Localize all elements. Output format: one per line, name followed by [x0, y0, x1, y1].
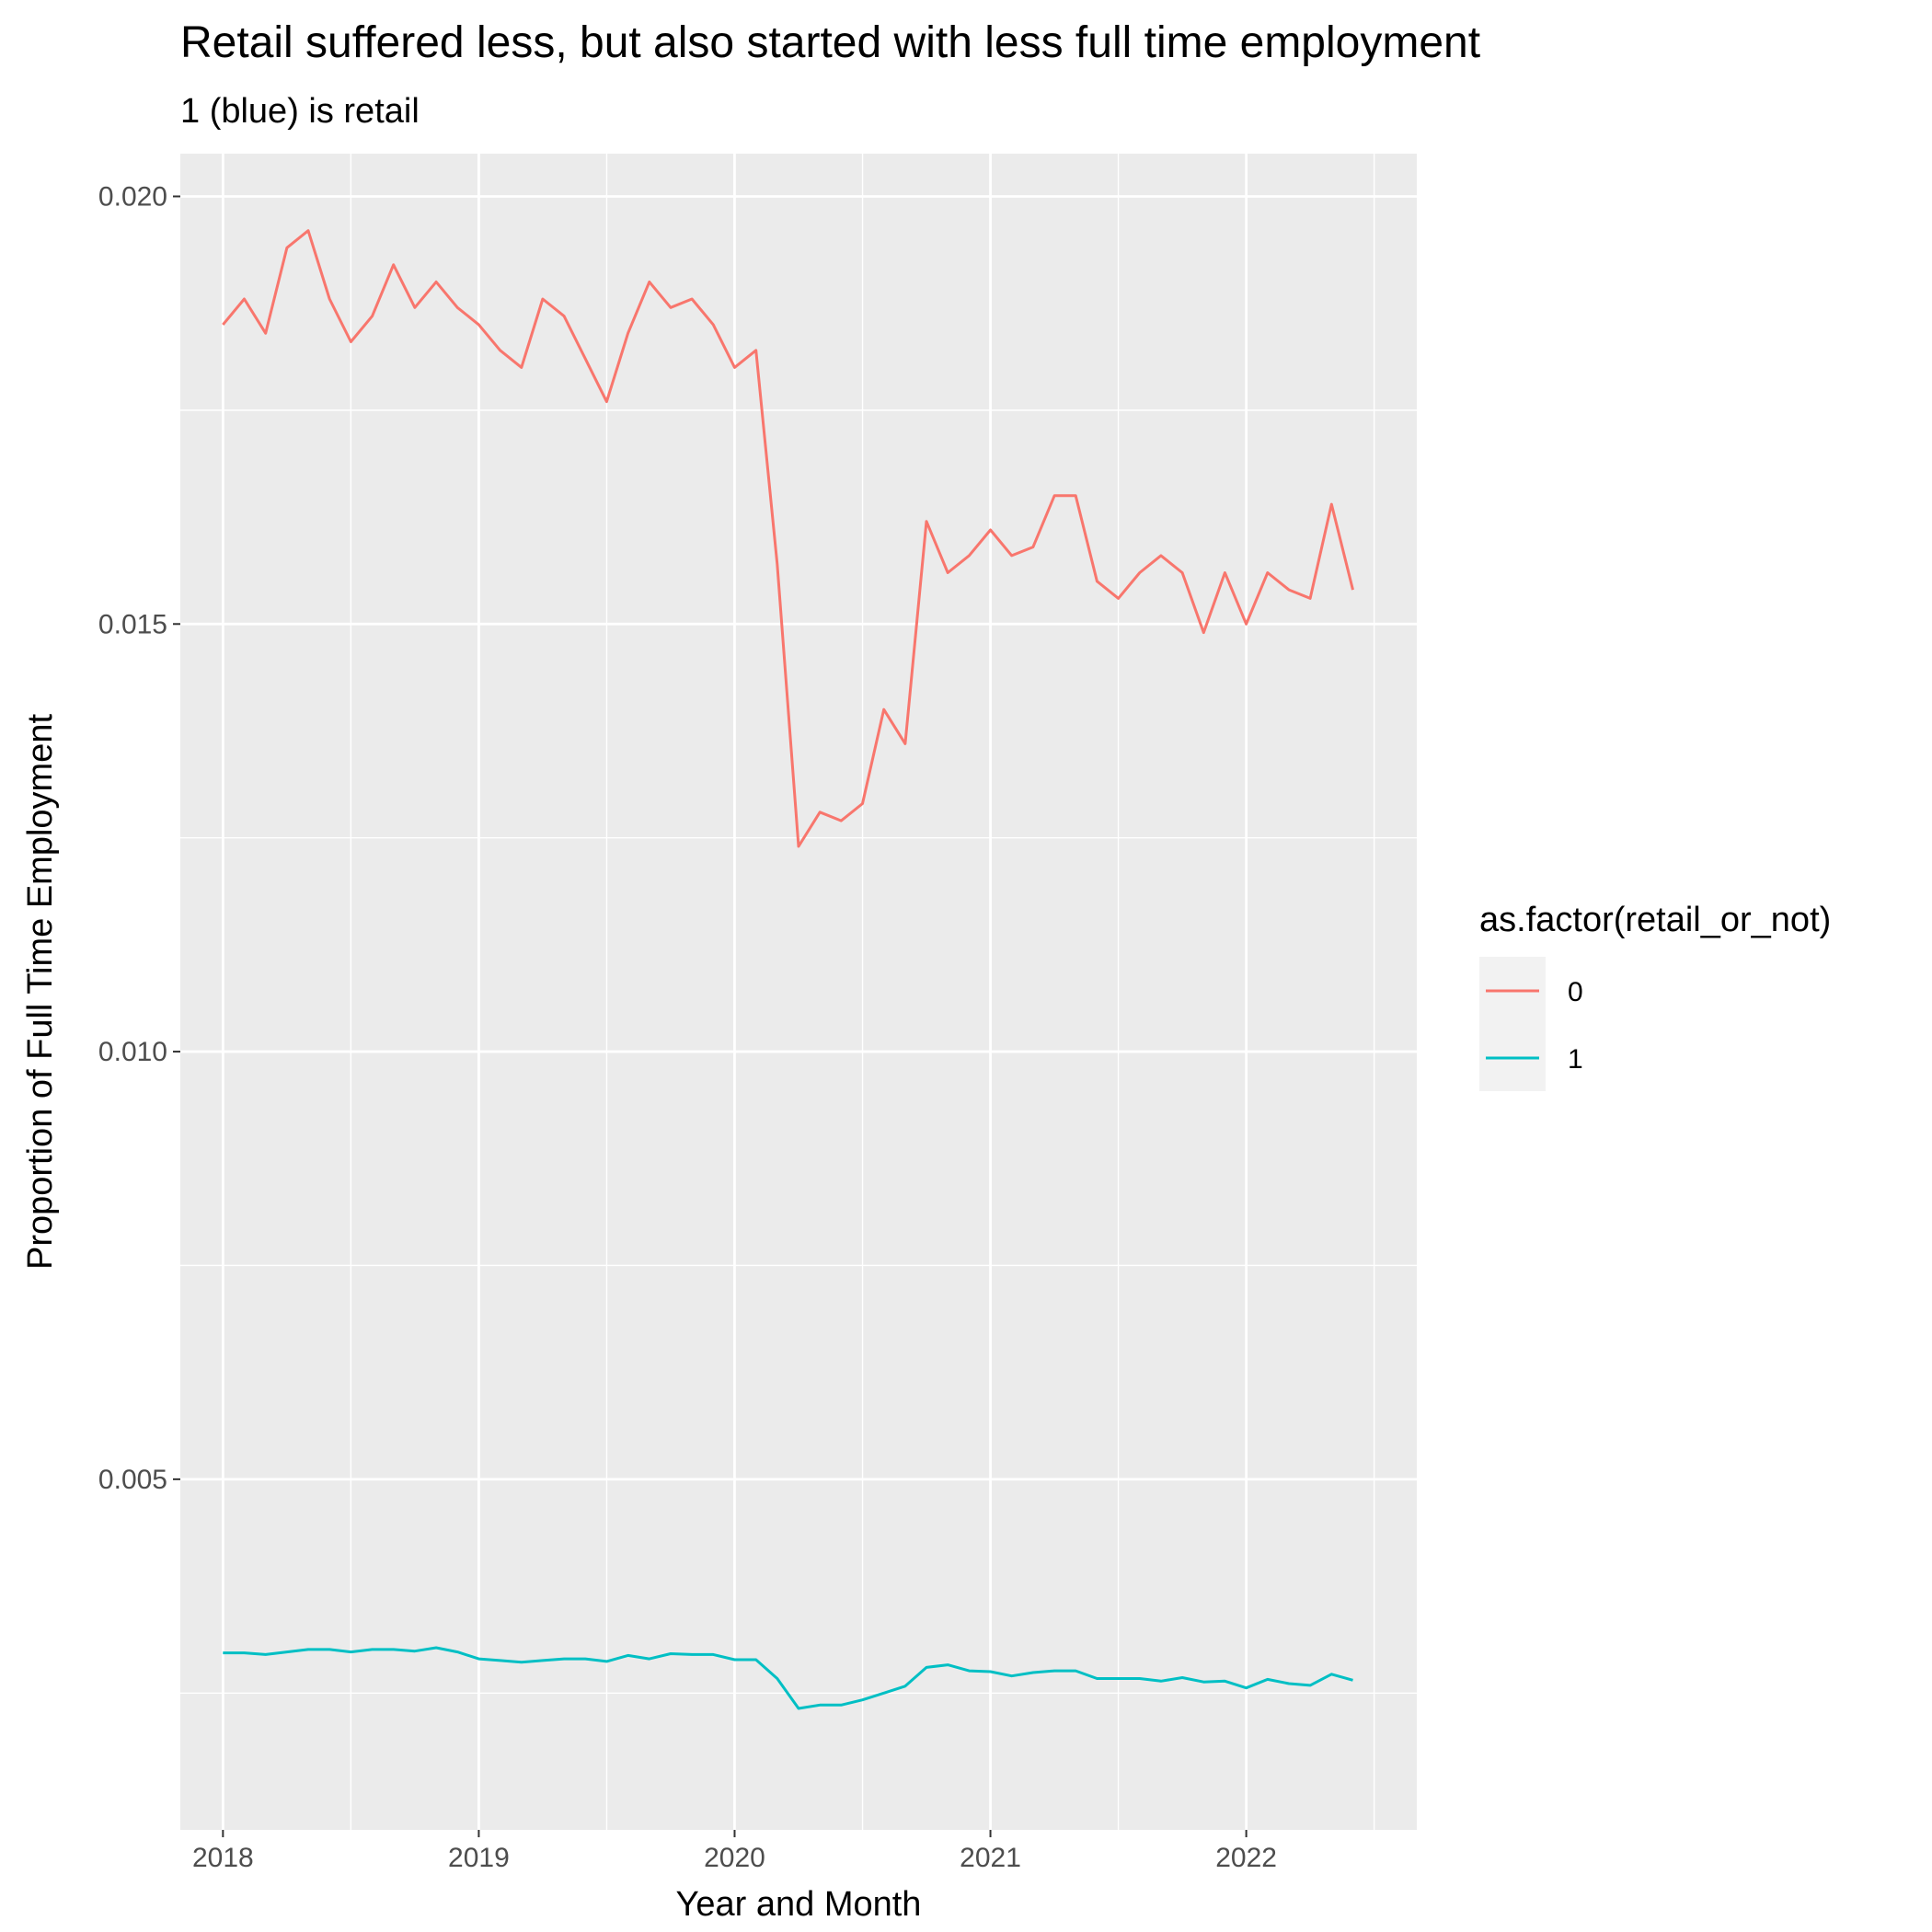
x-tick-label: 2019 [448, 1843, 510, 1873]
y-axis-title: Proportion of Full Time Employment [21, 714, 60, 1270]
y-axis: 0.005 0.010 0.015 0.020 [98, 181, 180, 1495]
x-tick-label: 2021 [960, 1843, 1021, 1873]
x-tick-label: 2020 [704, 1843, 765, 1873]
series-line-1 [223, 1646, 1353, 1710]
series-lines [222, 229, 1354, 1710]
x-tick-label: 2018 [192, 1843, 254, 1873]
legend-label-1: 1 [1568, 1044, 1583, 1075]
minor-gridlines [180, 154, 1417, 1830]
y-tick-label: 0.005 [98, 1465, 167, 1495]
chart-title: Retail suffered less, but also started w… [180, 18, 1480, 67]
major-gridlines [180, 154, 1417, 1830]
x-tick-label: 2022 [1215, 1843, 1277, 1873]
y-tick-label: 0.015 [98, 609, 167, 639]
plot-panel [180, 154, 1417, 1830]
x-axis: 2018 2019 2020 2021 2022 [192, 1830, 1277, 1873]
series-line-0 [222, 229, 1354, 848]
chart-subtitle: 1 (blue) is retail [180, 92, 420, 131]
x-axis-title: Year and Month [676, 1885, 922, 1924]
legend: as.factor(retail_or_not) 0 1 [1479, 901, 1831, 1091]
y-tick-label: 0.020 [98, 181, 167, 212]
y-tick-label: 0.010 [98, 1037, 167, 1067]
legend-key-background [1479, 957, 1546, 1091]
legend-title: as.factor(retail_or_not) [1479, 901, 1831, 939]
legend-label-0: 0 [1568, 977, 1583, 1007]
